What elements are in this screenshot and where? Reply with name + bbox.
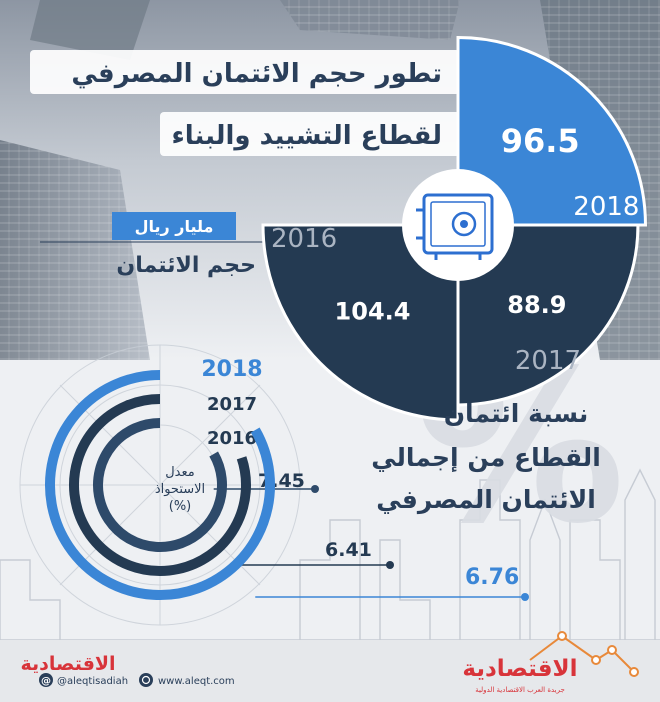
ring-leader-dot-2018	[521, 593, 529, 601]
unit-label: مليار ريال	[135, 217, 214, 236]
globe-icon	[139, 673, 153, 687]
ring-year-label-2018: 2018	[201, 357, 262, 382]
pie-slice-2017	[456, 223, 640, 407]
ring-center-line-1: معدل	[165, 465, 195, 480]
footer-social-handle[interactable]: @aleqtisadiah	[57, 676, 128, 687]
ring-arc-2016	[93, 418, 227, 552]
ring-leader-dot-2017	[386, 561, 394, 569]
ring-arc-2017	[69, 394, 251, 576]
title-line-2: لقطاع التشييد والبناء	[171, 121, 442, 151]
ring-year-label-2017: 2017	[207, 394, 257, 415]
credit-label: حجم الائتمان	[116, 253, 256, 278]
pie-slice-2018	[456, 36, 647, 227]
ring-center-line-2: الاستحواذ	[155, 482, 205, 497]
ring-center-label: معدل الاستحواذ (%)	[155, 465, 205, 514]
svg-text:@: @	[41, 676, 51, 687]
credit-volume-chart: 104.4 2016 88.9 2017 96.5 2018	[261, 36, 647, 422]
pie-slice-2016	[261, 223, 460, 422]
ratio-title-line-1: نسبة ائتمان	[444, 399, 589, 428]
footer: الاقتصادية @ @aleqtisadiah www.aleqt.com…	[20, 631, 639, 694]
ring-leader-dot-2016	[311, 485, 319, 493]
ring-year-label-2016: 2016	[207, 428, 257, 449]
footer-logo-left: الاقتصادية	[20, 653, 115, 675]
ratio-title-line-3: الائتمان المصرفي	[376, 485, 596, 515]
at-icon: @	[39, 673, 53, 687]
ratio-title-line-2: القطاع من إجمالي	[371, 443, 601, 473]
footer-logo-right: الاقتصادية	[462, 656, 577, 682]
pie-value-label-2017: 88.9	[507, 291, 566, 319]
ring-arc-2018	[45, 370, 275, 600]
pie-value-label-2018: 96.5	[501, 122, 580, 160]
safe-icon	[402, 169, 514, 281]
unit-legend: مليار ريال حجم الائتمان	[40, 212, 300, 278]
ring-value-label-2017: 6.41	[325, 539, 372, 561]
pie-year-label-2017: 2017	[515, 346, 581, 376]
footer-website[interactable]: www.aleqt.com	[158, 676, 235, 687]
ratio-title: نسبة ائتمان القطاع من إجمالي الائتمان ال…	[371, 399, 601, 515]
title-banner: تطور حجم الائتمان المصرفي لقطاع التشييد …	[30, 50, 460, 156]
pie-value-label-2016: 104.4	[335, 297, 411, 325]
footer-logo-tagline: جريدة العرب الاقتصادية الدولية	[475, 686, 565, 694]
title-line-1: تطور حجم الائتمان المصرفي	[71, 59, 442, 89]
pie-year-label-2016: 2016	[271, 224, 337, 254]
pie-year-label-2018: 2018	[573, 192, 639, 222]
ring-center-line-3: (%)	[169, 499, 192, 514]
ring-value-label-2018: 6.76	[465, 565, 519, 590]
